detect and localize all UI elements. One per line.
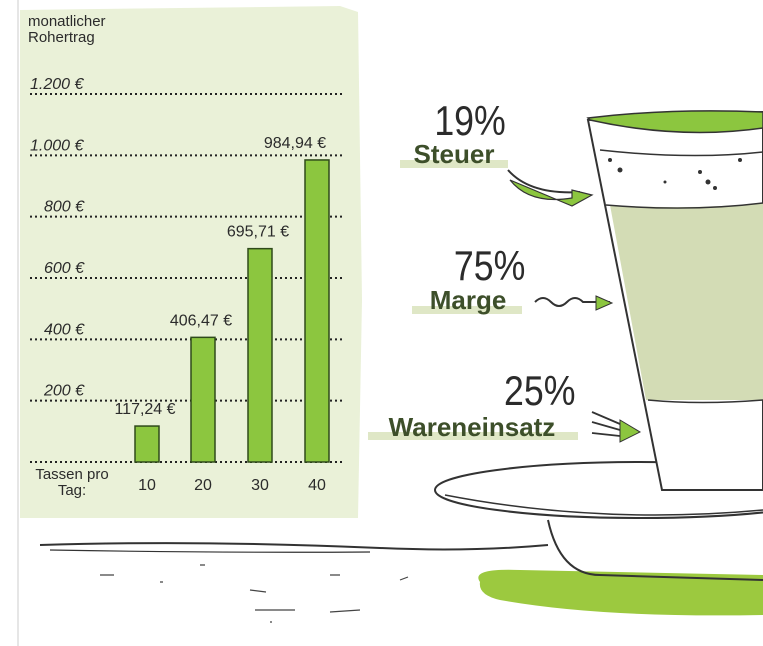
arrow: [596, 296, 612, 310]
y-tick-label: 1.200 €: [30, 76, 84, 93]
glass-layer-marge: [610, 203, 763, 400]
bar: [248, 249, 272, 462]
y-tick-label: 600 €: [44, 260, 85, 277]
item-label: Steuer: [414, 139, 495, 169]
table-line: [50, 550, 370, 552]
saucer-foot: [548, 520, 763, 580]
x-axis-label: Tassen pro Tag:: [32, 467, 112, 499]
x-tick-label: 30: [251, 477, 269, 494]
percent: 25%: [504, 368, 575, 414]
item-label: Marge: [430, 285, 507, 315]
arrow: [620, 420, 640, 442]
value-label: 695,71 €: [227, 224, 289, 241]
chart: 19% Steuer 75% Marge 25% Wareneinsatz 20…: [0, 0, 763, 646]
y-tick-label: 200 €: [43, 383, 85, 400]
y-tick-label: 800 €: [44, 199, 85, 216]
percent: 75%: [454, 243, 525, 289]
x-tick-label: 10: [138, 477, 156, 494]
arrow: [592, 412, 620, 436]
value-label: 984,94 €: [264, 135, 326, 152]
y-tick-label: 1.000 €: [30, 137, 84, 154]
y-tick-label: 400 €: [44, 321, 85, 338]
item-label: Wareneinsatz: [389, 412, 556, 442]
table-line: [40, 543, 548, 549]
bar: [135, 426, 159, 462]
x-tick-label: 20: [194, 477, 212, 494]
page: 19% Steuer 75% Marge 25% Wareneinsatz 20…: [0, 0, 763, 646]
arrow: [510, 180, 592, 206]
y-axis-label: monatlicher Rohertrag: [28, 14, 138, 46]
sketch-strokes: [100, 565, 408, 622]
value-label: 117,24 €: [114, 401, 175, 418]
value-label: 406,47 €: [170, 312, 232, 329]
percent: 19%: [434, 98, 505, 144]
x-tick-label: 40: [308, 477, 326, 494]
bar: [191, 337, 215, 462]
bar: [305, 160, 329, 462]
